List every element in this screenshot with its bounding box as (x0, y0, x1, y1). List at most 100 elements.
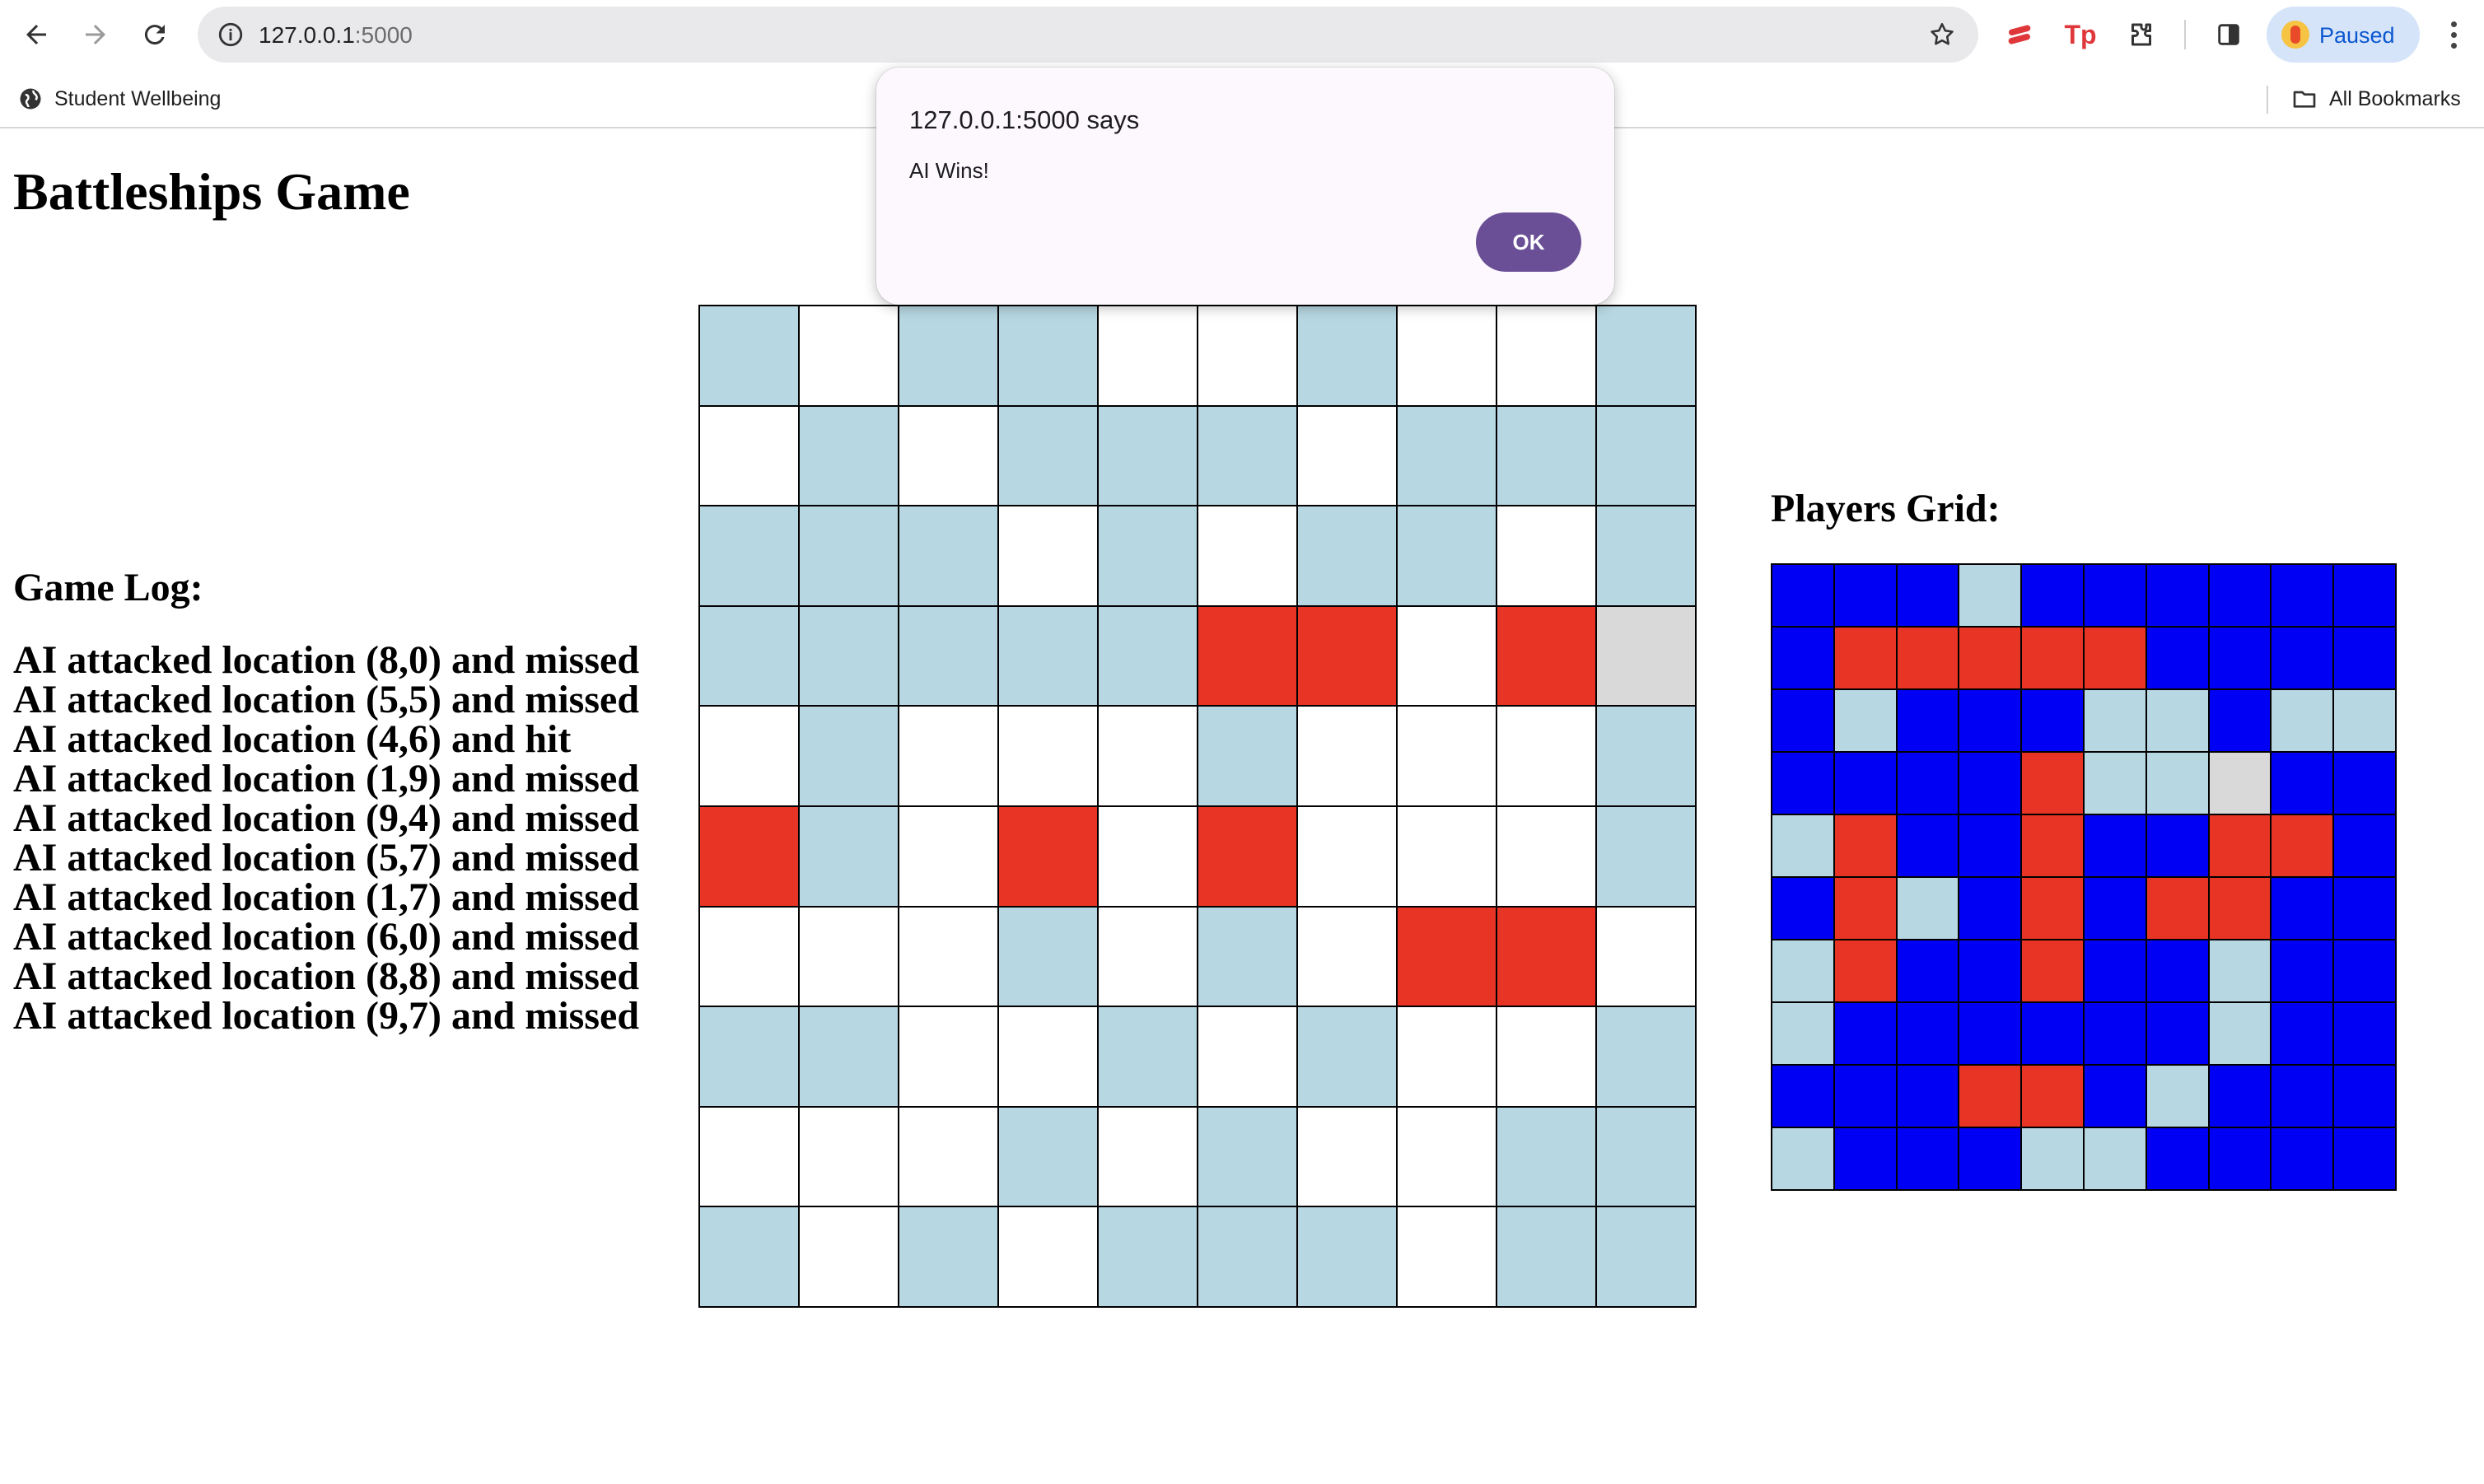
grid-cell[interactable] (1497, 1107, 1595, 1206)
grid-cell[interactable] (899, 1107, 997, 1206)
grid-cell[interactable] (899, 1007, 997, 1106)
grid-cell[interactable] (1497, 907, 1595, 1006)
grid-cell[interactable] (899, 707, 997, 805)
grid-cell[interactable] (1398, 1207, 1496, 1306)
grid-cell[interactable] (1099, 306, 1197, 405)
grid-cell[interactable] (1198, 1007, 1296, 1106)
grid-cell[interactable] (700, 707, 798, 805)
grid-cell[interactable] (1298, 1207, 1396, 1306)
profile-button[interactable]: Paused (2267, 7, 2420, 63)
grid-cell[interactable] (700, 606, 798, 706)
grid-cell[interactable] (1298, 1107, 1396, 1206)
grid-cell[interactable] (999, 707, 1097, 805)
grid-cell[interactable] (1198, 806, 1296, 906)
back-arrow-icon[interactable] (18, 16, 54, 53)
grid-cell[interactable] (800, 707, 898, 805)
grid-cell[interactable] (1198, 306, 1296, 405)
grid-cell[interactable] (800, 506, 898, 605)
grid-cell[interactable] (700, 1207, 798, 1306)
grid-cell[interactable] (1198, 707, 1296, 805)
grid-cell[interactable] (1398, 406, 1496, 506)
grid-cell[interactable] (999, 1107, 1097, 1206)
grid-cell[interactable] (1597, 806, 1695, 906)
grid-cell[interactable] (1198, 1207, 1296, 1306)
grid-cell[interactable] (1398, 606, 1496, 706)
grid-cell[interactable] (999, 1007, 1097, 1106)
side-panel-icon[interactable] (2211, 16, 2247, 53)
grid-cell[interactable] (1497, 1207, 1595, 1306)
grid-cell[interactable] (899, 806, 997, 906)
grid-cell[interactable] (800, 1107, 898, 1206)
grid-cell[interactable] (899, 907, 997, 1006)
grid-cell[interactable] (1497, 306, 1595, 405)
grid-cell[interactable] (1597, 1107, 1695, 1206)
extension-red-icon[interactable] (2001, 16, 2038, 53)
grid-cell[interactable] (1597, 506, 1695, 605)
grid-cell[interactable] (1597, 406, 1695, 506)
grid-cell[interactable] (1099, 406, 1197, 506)
grid-cell[interactable] (1298, 606, 1396, 706)
grid-cell[interactable] (1597, 907, 1695, 1006)
grid-cell[interactable] (800, 1207, 898, 1306)
grid-cell[interactable] (1497, 1007, 1595, 1106)
forward-arrow-icon[interactable] (77, 16, 114, 53)
grid-cell[interactable] (700, 406, 798, 506)
grid-cell[interactable] (899, 306, 997, 405)
reload-icon[interactable] (137, 16, 173, 53)
grid-cell[interactable] (999, 907, 1097, 1006)
grid-cell[interactable] (1597, 1007, 1695, 1106)
grid-cell[interactable] (999, 306, 1097, 405)
grid-cell[interactable] (700, 907, 798, 1006)
grid-cell[interactable] (700, 1007, 798, 1106)
grid-cell[interactable] (999, 606, 1097, 706)
extensions-puzzle-icon[interactable] (2123, 16, 2159, 53)
grid-cell[interactable] (1099, 1207, 1197, 1306)
grid-cell[interactable] (1298, 506, 1396, 605)
grid-cell[interactable] (1099, 806, 1197, 906)
grid-cell[interactable] (999, 406, 1097, 506)
grid-cell[interactable] (999, 506, 1097, 605)
extension-tp-icon[interactable]: Tp (2064, 19, 2097, 49)
grid-cell[interactable] (1298, 806, 1396, 906)
bookmark-star-icon[interactable] (1926, 18, 1959, 51)
grid-cell[interactable] (899, 606, 997, 706)
grid-cell[interactable] (1198, 506, 1296, 605)
grid-cell[interactable] (1099, 1007, 1197, 1106)
grid-cell[interactable] (1497, 806, 1595, 906)
ai-target-grid[interactable] (698, 305, 1697, 1308)
grid-cell[interactable] (1597, 707, 1695, 805)
grid-cell[interactable] (700, 806, 798, 906)
ok-button[interactable]: OK (1476, 212, 1581, 272)
grid-cell[interactable] (1497, 707, 1595, 805)
grid-cell[interactable] (700, 306, 798, 405)
grid-cell[interactable] (1398, 907, 1496, 1006)
grid-cell[interactable] (1298, 306, 1396, 405)
grid-cell[interactable] (1298, 907, 1396, 1006)
grid-cell[interactable] (1398, 707, 1496, 805)
grid-cell[interactable] (1398, 806, 1496, 906)
grid-cell[interactable] (700, 1107, 798, 1206)
grid-cell[interactable] (800, 1007, 898, 1106)
grid-cell[interactable] (1198, 907, 1296, 1006)
grid-cell[interactable] (1497, 506, 1595, 605)
grid-cell[interactable] (899, 506, 997, 605)
grid-cell[interactable] (1099, 907, 1197, 1006)
grid-cell[interactable] (1198, 606, 1296, 706)
grid-cell[interactable] (1099, 606, 1197, 706)
grid-cell[interactable] (1198, 1107, 1296, 1206)
grid-cell[interactable] (800, 806, 898, 906)
grid-cell[interactable] (1099, 1107, 1197, 1206)
grid-cell[interactable] (1099, 707, 1197, 805)
grid-cell[interactable] (800, 606, 898, 706)
grid-cell[interactable] (999, 806, 1097, 906)
grid-cell[interactable] (800, 406, 898, 506)
grid-cell[interactable] (800, 907, 898, 1006)
grid-cell[interactable] (1398, 1107, 1496, 1206)
grid-cell[interactable] (1099, 506, 1197, 605)
grid-cell[interactable] (899, 406, 997, 506)
grid-cell[interactable] (700, 506, 798, 605)
grid-cell[interactable] (1497, 406, 1595, 506)
all-bookmarks-button[interactable]: All Bookmarks (2291, 84, 2461, 114)
grid-cell[interactable] (1597, 606, 1695, 706)
grid-cell[interactable] (1597, 1207, 1695, 1306)
